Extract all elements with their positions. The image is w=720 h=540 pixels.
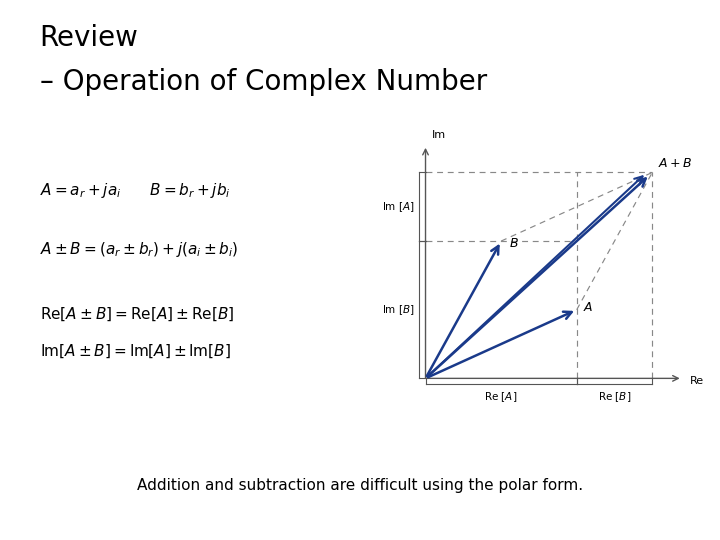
Text: $A$: $A$ [582,301,593,314]
Text: Im [$B$]: Im [$B$] [382,303,415,316]
Text: Re [$B$]: Re [$B$] [598,390,631,403]
Text: $A = a_r + ja_i \quad\quad B = b_r + jb_i$: $A = a_r + ja_i \quad\quad B = b_r + jb_… [40,181,230,200]
Text: $B$: $B$ [508,237,518,250]
Text: $\mathrm{Re}[A \pm B] = \mathrm{Re}[A] \pm \mathrm{Re}[B]$: $\mathrm{Re}[A \pm B] = \mathrm{Re}[A] \… [40,305,234,322]
Text: Review: Review [40,24,138,52]
Text: – Operation of Complex Number: – Operation of Complex Number [40,68,487,96]
Text: $A \pm B = (a_r \pm b_r) + j(a_i \pm b_i)$: $A \pm B = (a_r \pm b_r) + j(a_i \pm b_i… [40,240,238,259]
Text: Re [$A$]: Re [$A$] [485,390,518,403]
Text: $\mathrm{Im}[A \pm B] = \mathrm{Im}[A] \pm \mathrm{Im}[B]$: $\mathrm{Im}[A \pm B] = \mathrm{Im}[A] \… [40,343,230,360]
Text: Addition and subtraction are difficult using the polar form.: Addition and subtraction are difficult u… [137,478,583,493]
Text: Im [$A$]: Im [$A$] [382,200,415,214]
Text: $A + B$: $A + B$ [658,157,693,170]
Text: Re: Re [690,376,704,386]
Text: Im: Im [431,130,446,140]
